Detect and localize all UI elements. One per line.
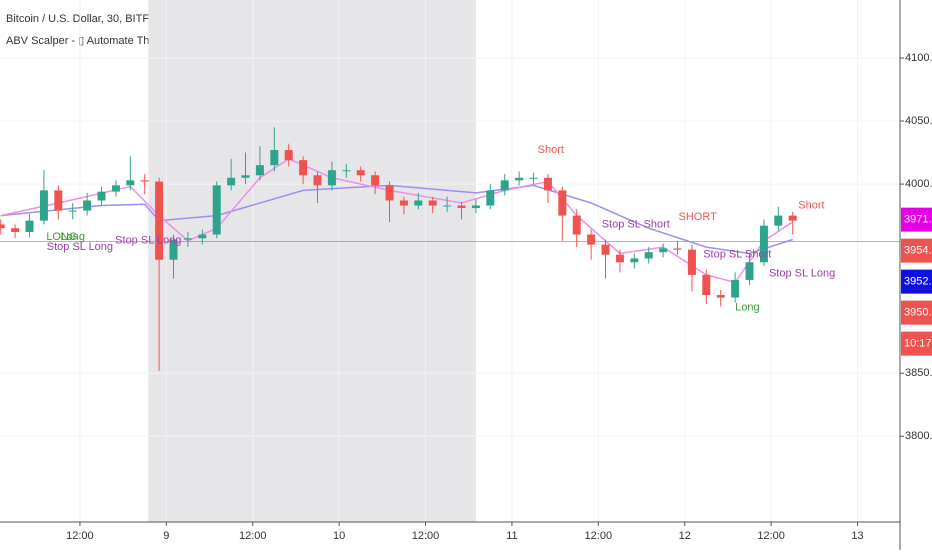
candle-body — [702, 274, 711, 296]
candle-body — [111, 185, 120, 192]
x-tick-label: 12:00 — [66, 530, 94, 542]
candle-body — [0, 224, 5, 229]
candle-body — [356, 170, 365, 176]
candle-body — [11, 228, 20, 232]
candle-body — [227, 177, 236, 186]
candle-body — [515, 177, 524, 181]
candle-body — [443, 205, 452, 207]
signal-label: Short — [798, 199, 824, 211]
candle-body — [241, 175, 250, 178]
ma-line — [0, 158, 794, 284]
candle-body — [155, 181, 164, 260]
candle-body — [342, 170, 351, 172]
ma-line — [0, 184, 793, 255]
y-tick-label: 4100.0 — [905, 52, 932, 64]
candle-body — [39, 190, 48, 221]
y-tick-label: 4050.0 — [905, 115, 932, 127]
x-tick-label: 10 — [333, 530, 345, 542]
candle-body — [399, 200, 408, 206]
price-tag-label: 3954.5 — [904, 245, 932, 257]
candle-body — [774, 215, 783, 226]
candle-body — [615, 254, 624, 263]
candle-body — [673, 248, 682, 250]
y-tick-label: 3800.0 — [905, 430, 932, 442]
signal-label: Stop SL Long — [115, 235, 181, 247]
x-tick-label: 12:00 — [585, 530, 613, 542]
candle-body — [327, 170, 336, 186]
candle-body — [644, 252, 653, 259]
signal-label: Stop SL Long — [47, 241, 113, 253]
y-tick-label: 3850.0 — [905, 367, 932, 379]
candle-body — [385, 185, 394, 201]
candle-body — [500, 180, 509, 191]
price-tag — [901, 331, 932, 356]
candle-body — [270, 150, 279, 166]
candle-body — [313, 175, 322, 186]
candle-body — [68, 210, 77, 212]
candle-body — [371, 175, 380, 186]
candle-body — [745, 262, 754, 280]
x-tick-label: 12:00 — [412, 530, 440, 542]
candle-body — [587, 234, 596, 245]
signal-label: Stop SL Short — [703, 249, 771, 261]
price-tag-label: 3950.0 — [904, 307, 932, 319]
candle-body — [54, 190, 63, 211]
signal-label: LONG — [46, 231, 77, 243]
price-tag — [901, 269, 932, 294]
candle-body — [788, 215, 797, 221]
y-tick-label: 4000.0 — [905, 178, 932, 190]
x-tick-label: 12 — [679, 530, 691, 542]
candle-body — [558, 190, 567, 216]
candle-body — [529, 177, 538, 179]
candle-body — [126, 180, 135, 186]
candle-body — [572, 215, 581, 235]
candle-body — [198, 234, 207, 239]
candle-body — [140, 180, 149, 182]
candle-body — [659, 248, 668, 253]
candle-body — [183, 238, 192, 240]
candle-body — [716, 295, 725, 298]
x-tick-label: 12:00 — [757, 530, 785, 542]
candle-body — [299, 160, 308, 176]
price-tag — [901, 207, 932, 232]
session-shade — [148, 0, 476, 522]
signal-label: SHORT — [679, 211, 718, 223]
x-tick-label: 13 — [851, 530, 863, 542]
candle-body — [457, 205, 466, 209]
candle-body — [486, 190, 495, 206]
candle-body — [25, 220, 34, 232]
candle-body — [83, 200, 92, 211]
candle-body — [630, 258, 639, 263]
x-tick-label: 11 — [506, 530, 517, 542]
candle-body — [97, 191, 106, 201]
candle-body — [212, 185, 221, 235]
price-tag — [901, 238, 932, 263]
price-tag-label: 3952.1 — [904, 276, 932, 288]
candle-body — [687, 249, 696, 275]
x-tick-label: 12:00 — [239, 530, 267, 542]
candle-body — [471, 205, 480, 209]
candle-body — [255, 165, 264, 176]
signal-label: Short — [538, 144, 564, 156]
candle-body — [284, 150, 293, 161]
candle-body — [428, 200, 437, 206]
candle-body — [414, 200, 423, 206]
candle-body — [601, 244, 610, 255]
x-tick-label: 9 — [163, 530, 169, 542]
price-tag-label: 10:17 — [904, 338, 932, 350]
signal-label: Stop SL Long — [769, 268, 835, 280]
price-tag-label: 3971.8 — [904, 214, 932, 226]
candle-body — [169, 239, 178, 260]
signal-label: Long — [60, 231, 84, 243]
candle-body — [731, 279, 740, 298]
signal-label: Long — [735, 302, 759, 314]
candle-body — [543, 177, 552, 191]
signal-label: Stop SL Short — [602, 218, 670, 230]
price-tag — [901, 300, 932, 325]
candle-body — [759, 225, 768, 263]
